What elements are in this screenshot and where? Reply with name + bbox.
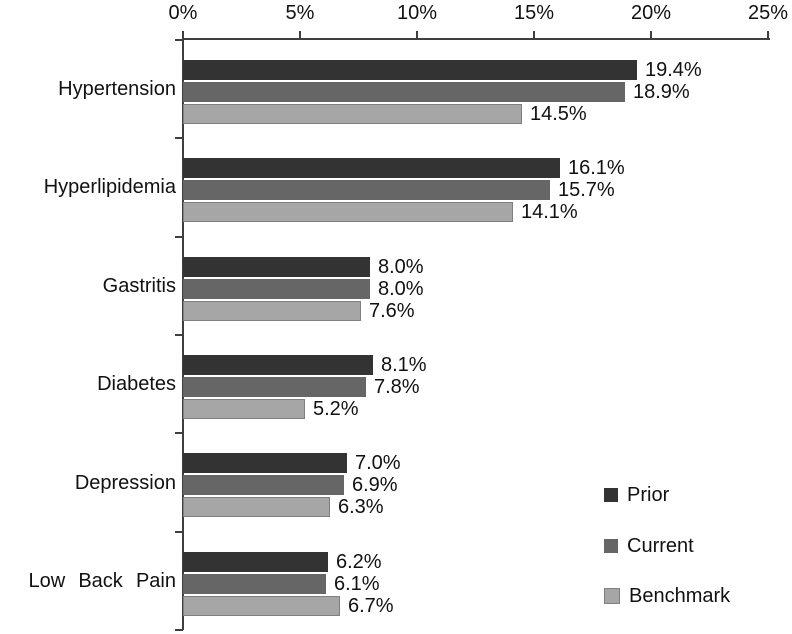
y-axis-tick xyxy=(175,236,183,238)
value-label: 7.0% xyxy=(355,452,401,474)
value-label: 15.7% xyxy=(558,179,615,201)
y-axis-line xyxy=(182,38,184,630)
bar-current-hypertension xyxy=(183,82,625,102)
bar-benchmark-low-back-pain xyxy=(183,596,340,616)
value-label: 16.1% xyxy=(568,157,625,179)
value-label: 14.1% xyxy=(521,201,578,223)
value-label: 7.8% xyxy=(374,376,420,398)
bar-prior-hypertension xyxy=(183,60,637,80)
value-label: 8.1% xyxy=(381,354,427,376)
legend-label-current: Current xyxy=(627,534,694,557)
value-label: 19.4% xyxy=(645,59,702,81)
category-label-depression: Depression xyxy=(74,472,176,494)
x-axis-tick xyxy=(182,31,184,39)
legend-swatch-current xyxy=(604,539,618,553)
bar-current-gastritis xyxy=(183,279,370,299)
bar-current-low-back-pain xyxy=(183,574,326,594)
bar-prior-depression xyxy=(183,453,347,473)
category-label-low-back-pain: Low Back Pain xyxy=(28,570,177,592)
legend-label-prior: Prior xyxy=(627,483,670,506)
bar-prior-diabetes xyxy=(183,355,373,375)
category-label-diabetes: Diabetes xyxy=(97,373,176,395)
value-label: 18.9% xyxy=(633,81,690,103)
x-axis-tick xyxy=(650,31,652,39)
x-axis-tick xyxy=(416,31,418,39)
bar-current-hyperlipidemia xyxy=(183,180,550,200)
value-label: 6.7% xyxy=(348,595,394,617)
y-axis-tick xyxy=(175,39,183,41)
y-axis-tick xyxy=(175,334,183,336)
legend-label-benchmark: Benchmark xyxy=(629,584,731,607)
value-label: 6.9% xyxy=(352,474,398,496)
bar-benchmark-gastritis xyxy=(183,301,361,321)
category-label-hypertension: Hypertension xyxy=(58,78,176,100)
x-axis-tick xyxy=(533,31,535,39)
bar-prior-hyperlipidemia xyxy=(183,158,560,178)
y-axis-tick xyxy=(175,432,183,434)
value-label: 8.0% xyxy=(378,278,424,300)
value-label: 8.0% xyxy=(378,256,424,278)
bar-prior-low-back-pain xyxy=(183,552,328,572)
y-axis-tick xyxy=(175,629,183,631)
legend-swatch-benchmark xyxy=(604,588,620,604)
y-axis-tick xyxy=(175,137,183,139)
value-label: 7.6% xyxy=(369,300,415,322)
value-label: 6.2% xyxy=(336,551,382,573)
value-label: 6.3% xyxy=(338,496,384,518)
legend-item-prior: Prior xyxy=(604,483,670,506)
x-axis-line xyxy=(182,38,770,40)
legend-item-benchmark: Benchmark xyxy=(604,584,731,607)
x-axis-tick xyxy=(767,31,769,39)
bar-benchmark-depression xyxy=(183,497,330,517)
x-axis-tick-label: 5% xyxy=(285,2,315,24)
bar-current-depression xyxy=(183,475,344,495)
x-axis-tick xyxy=(299,31,301,39)
value-label: 6.1% xyxy=(334,573,380,595)
bar-benchmark-hyperlipidemia xyxy=(183,202,513,222)
legend-swatch-prior xyxy=(604,488,618,502)
category-label-hyperlipidemia: Hyperlipidemia xyxy=(43,176,176,198)
bar-benchmark-hypertension xyxy=(183,104,522,124)
x-axis-tick-label: 15% xyxy=(513,2,555,24)
x-axis-tick-label: 25% xyxy=(747,2,789,24)
y-axis-tick xyxy=(175,531,183,533)
x-axis-tick-label: 0% xyxy=(168,2,198,24)
bar-current-diabetes xyxy=(183,377,366,397)
value-label: 14.5% xyxy=(530,103,587,125)
bar-benchmark-diabetes xyxy=(183,399,305,419)
legend-item-current: Current xyxy=(604,534,694,557)
x-axis-tick-label: 20% xyxy=(630,2,672,24)
value-label: 5.2% xyxy=(313,398,359,420)
x-axis-tick-label: 10% xyxy=(396,2,438,24)
bar-prior-gastritis xyxy=(183,257,370,277)
category-label-gastritis: Gastritis xyxy=(102,275,176,297)
